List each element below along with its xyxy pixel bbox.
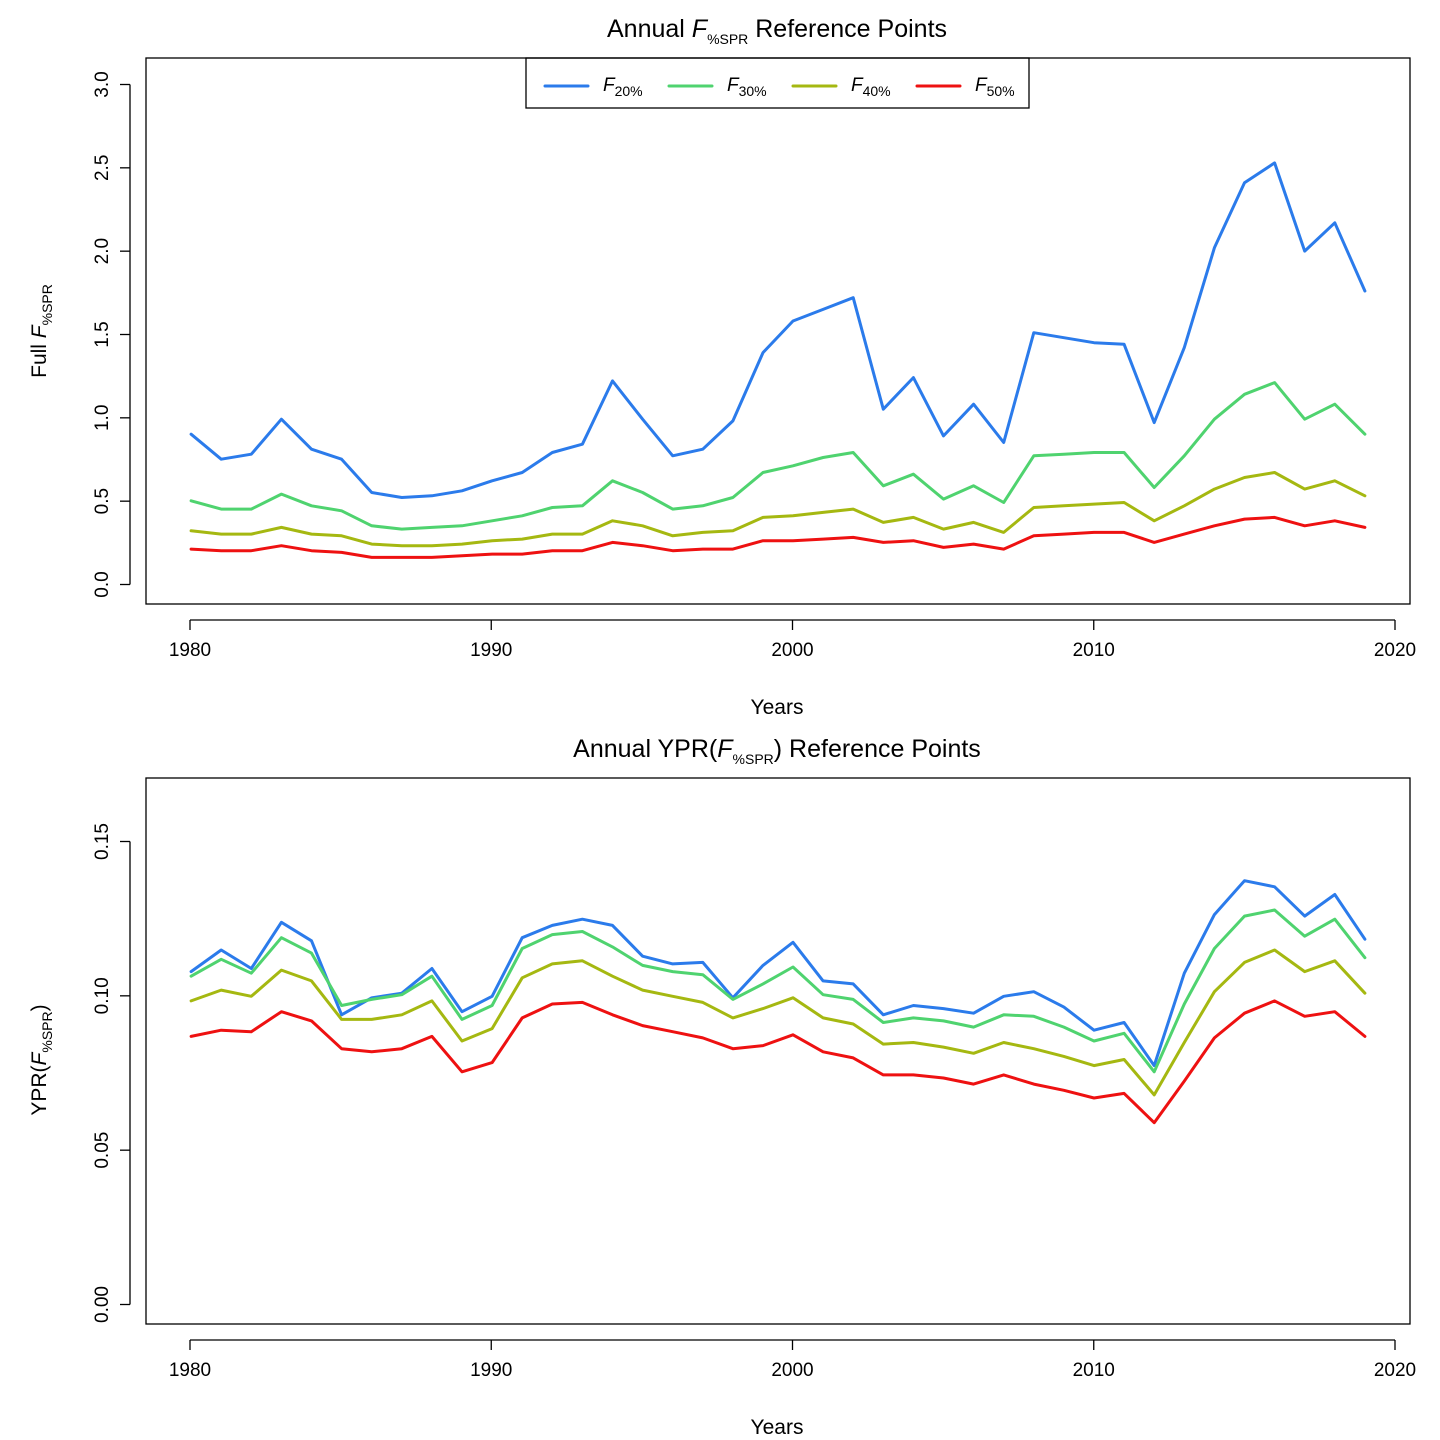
x-tick-label: 2000	[771, 1360, 813, 1381]
x-axis-title: Years	[751, 1416, 804, 1439]
x-tick-label: 1980	[169, 1360, 211, 1381]
series-line-f50	[189, 999, 1367, 1125]
x-tick-label: 1990	[470, 640, 512, 661]
legend-item-f40: F40%	[791, 75, 891, 99]
y-axis-title: YPR(F%SPR)	[28, 1004, 55, 1115]
x-tick-label: 2010	[1073, 1360, 1115, 1381]
plot-frame	[145, 57, 1411, 605]
y-tick-label: 0.5	[92, 488, 113, 514]
y-tick-labels: 0.00 0.05 0.10 0.15	[92, 823, 113, 1323]
y-tick-label: 0.10	[92, 977, 113, 1014]
legend-box	[525, 57, 1030, 109]
legend-label-f30: F30%	[727, 75, 767, 99]
legend-label-f40: F40%	[851, 75, 891, 99]
chart-f-spr: Annual F%SPR Reference Points 1980 1990 …	[28, 15, 1416, 719]
legend-item-f20: F20%	[543, 75, 643, 99]
series-lines	[189, 161, 1367, 559]
chart-ypr: Annual YPR(F%SPR) Reference Points 1980 …	[28, 735, 1416, 1439]
series-line-f50	[189, 515, 1367, 559]
y-tick-labels: 0.0 0.5 1.0 1.5 2.0 2.5 3.0	[92, 71, 113, 597]
legend-item-f50: F50%	[915, 75, 1015, 99]
x-tick-label: 2000	[771, 640, 813, 661]
y-tick-label: 2.0	[92, 238, 113, 264]
series-line-f40	[189, 948, 1367, 1097]
series-line-f30	[189, 908, 1367, 1074]
y-tick-label: 0.00	[92, 1286, 113, 1323]
series-line-f30	[189, 381, 1367, 531]
x-tick-label: 2020	[1374, 640, 1416, 661]
y-tick-label: 3.0	[92, 71, 113, 97]
y-ticks	[120, 840, 130, 1306]
legend-label-f20: F20%	[603, 75, 643, 99]
x-ticks	[189, 620, 1396, 630]
x-tick-labels: 1980 1990 2000 2010 2020	[169, 1360, 1416, 1381]
y-axis-title: Full F%SPR	[28, 284, 55, 378]
y-tick-label: 0.05	[92, 1132, 113, 1169]
y-ticks	[120, 83, 130, 586]
y-tick-label: 0.15	[92, 823, 113, 860]
x-tick-label: 1990	[470, 1360, 512, 1381]
legend: F20% F30% F40% F50%	[525, 57, 1030, 109]
legend-label-f50: F50%	[975, 75, 1015, 99]
x-tick-label: 1980	[169, 640, 211, 661]
legend-item-f30: F30%	[667, 75, 767, 99]
x-tick-labels: 1980 1990 2000 2010 2020	[169, 640, 1416, 661]
y-tick-label: 1.0	[92, 405, 113, 431]
series-line-f40	[189, 471, 1367, 548]
series-line-f20	[189, 161, 1367, 499]
x-tick-label: 2010	[1073, 640, 1115, 661]
series-lines	[189, 879, 1367, 1125]
x-axis-title: Years	[751, 696, 804, 719]
y-tick-label: 2.5	[92, 155, 113, 181]
y-tick-label: 0.0	[92, 571, 113, 597]
chart-title: Annual F%SPR Reference Points	[607, 15, 947, 47]
x-ticks	[189, 1340, 1396, 1350]
plot-frame	[145, 777, 1411, 1325]
y-tick-label: 1.5	[92, 321, 113, 347]
chart-title: Annual YPR(F%SPR) Reference Points	[573, 735, 981, 767]
series-line-f20	[189, 879, 1367, 1068]
x-tick-label: 2020	[1374, 1360, 1416, 1381]
